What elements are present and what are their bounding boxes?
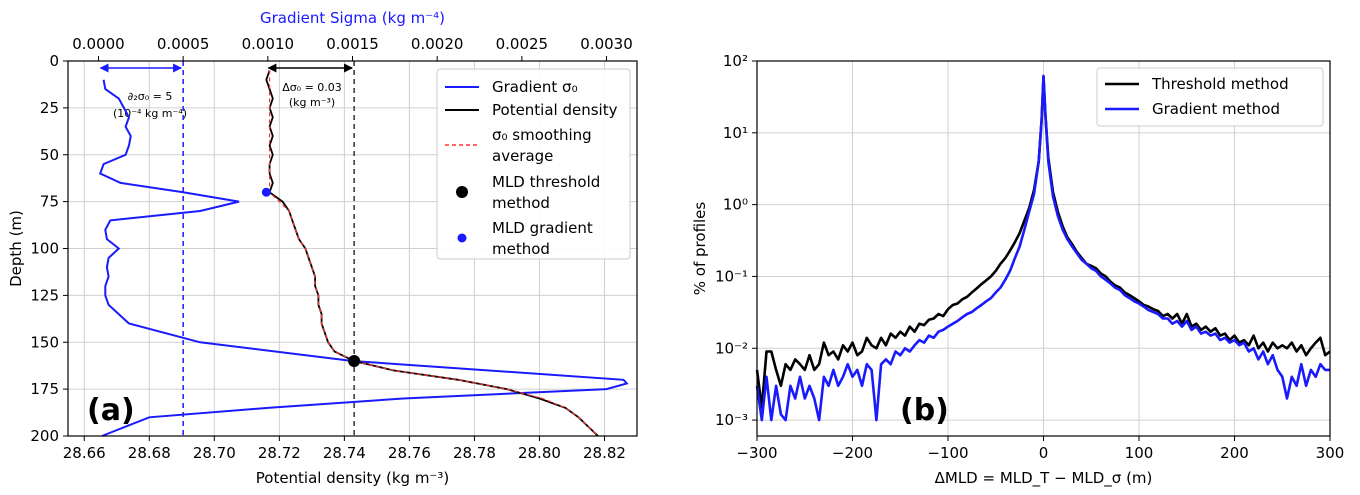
panel-label-b: (b)	[900, 393, 949, 428]
legend-label-1: Potential density	[492, 101, 618, 119]
legend-swatch-3	[456, 186, 468, 198]
y-tick-label: 10⁻¹	[715, 267, 748, 285]
legend-label-4b: method	[492, 240, 550, 258]
y-tick-label: 125	[30, 286, 59, 304]
top-tick-label: 0.0030	[580, 35, 633, 53]
x-tick-label: 28.80	[518, 444, 561, 462]
y-tick-label: 150	[30, 333, 59, 351]
panel-label-a: (a)	[87, 393, 135, 428]
x-tick-label: 28.78	[453, 444, 496, 462]
y-tick-label: 10²	[723, 52, 748, 70]
x-tick-label: −100	[927, 444, 968, 462]
legend-label-2a: σ₀ smoothing	[492, 126, 592, 144]
gradient-annotation-line2: (10⁻⁴ kg m⁻⁴)	[113, 107, 187, 120]
legend-box	[1096, 67, 1324, 127]
top-tick-label: 0.0005	[157, 35, 210, 53]
panel-b-mld-difference: −300 −200 −100 0 100 200 300 10⁻³ 10⁻² 10⁻¹ 10⁰ 10¹…	[691, 52, 1344, 488]
x-tick-label: 28.66	[63, 444, 106, 462]
top-tick-label: 0.0015	[326, 35, 379, 53]
marker-0	[348, 355, 361, 367]
gradient-annotation-line1: ∂₂σ₀ = 5	[128, 90, 173, 103]
threshold-annotation-line2: (kg m⁻³)	[289, 96, 335, 109]
x-tick-label: 28.76	[388, 444, 431, 462]
legend-label-3a: MLD threshold	[492, 173, 600, 191]
y-tick-label: 200	[30, 427, 59, 445]
y-tick-label: 25	[40, 99, 59, 117]
top-tick-label: 0.0020	[411, 35, 464, 53]
y-tick-label: 100	[30, 240, 59, 258]
y-tick-label: 75	[40, 193, 59, 211]
legend-swatch-4	[457, 233, 467, 243]
legend-box	[436, 68, 631, 260]
series-line-1	[755, 74, 1330, 422]
x-tick-label: 28.70	[193, 444, 236, 462]
panel-a-density-profile: ∂₂σ₀ = 5 (10⁻⁴ kg m⁻⁴) Δσ₀ = 0.03 (kg m⁻³) 2…	[7, 9, 638, 487]
x-tick-label: −200	[832, 444, 873, 462]
y-tick-label: 0	[49, 52, 59, 70]
series-line-0	[98, 79, 629, 437]
x-axis-label: Potential density (kg m⁻³)	[256, 469, 449, 487]
legend-label-0: Threshold method	[1151, 75, 1289, 93]
threshold-annotation-line1: Δσ₀ = 0.03	[282, 81, 342, 94]
series-line-2	[269, 70, 599, 437]
y-tick-label: 10⁻²	[715, 339, 748, 357]
legend-label-4a: MLD gradient	[492, 219, 593, 237]
x-tick-label: 28.74	[323, 444, 366, 462]
x-tick-label: 0	[1039, 444, 1049, 462]
y-axis-label: % of profiles	[691, 202, 709, 296]
top-axis-label: Gradient Sigma (kg m⁻⁴)	[260, 9, 445, 27]
top-tick-label: 0.0010	[242, 35, 295, 53]
x-tick-label: 300	[1316, 444, 1345, 462]
marker-1	[261, 187, 271, 197]
legend-label-2b: average	[492, 147, 553, 165]
y-tick-label: 175	[30, 380, 59, 398]
x-tick-label: 28.68	[128, 444, 171, 462]
x-tick-label: 28.72	[258, 444, 301, 462]
y-tick-label: 10⁰	[723, 196, 748, 214]
top-tick-label: 0.0025	[496, 35, 549, 53]
y-axis-label: Depth (m)	[7, 210, 25, 287]
x-tick-label: 200	[1220, 444, 1249, 462]
legend-label-0: Gradient σ₀	[492, 78, 578, 96]
y-tick-label: 50	[40, 146, 59, 164]
y-tick-label: 10¹	[723, 124, 748, 142]
y-tick-label: 10⁻³	[715, 411, 748, 429]
x-tick-label: 28.82	[583, 444, 626, 462]
legend-label-1: Gradient method	[1152, 100, 1280, 118]
x-tick-label: 100	[1125, 444, 1154, 462]
x-tick-label: −300	[736, 444, 777, 462]
top-tick-label: 0.0000	[72, 35, 125, 53]
legend-label-3b: method	[492, 194, 550, 212]
x-axis-label: ΔMLD = MLD_T − MLD_σ (m)	[935, 469, 1153, 488]
